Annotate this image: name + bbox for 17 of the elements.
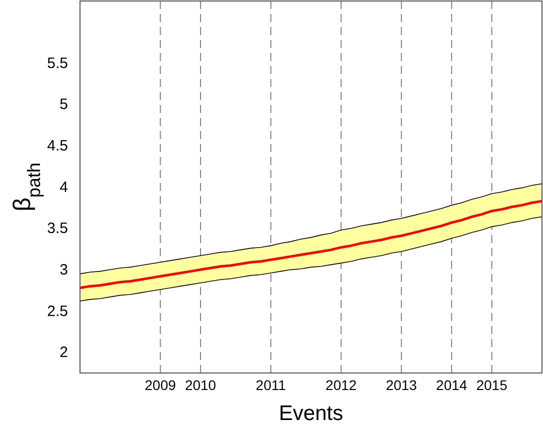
x-axis-title: Events (278, 402, 344, 425)
y-tick-label: 2 (60, 344, 68, 362)
y-tick-label: 3.5 (47, 220, 68, 238)
y-tick-label: 5 (60, 96, 68, 114)
x-tick-label: 2015 (476, 376, 508, 393)
x-tick-label: 2012 (326, 376, 357, 393)
x-tick-label: 2014 (436, 376, 468, 393)
x-tick-label: 2011 (256, 376, 286, 393)
y-tick-label: 2.5 (47, 302, 68, 320)
x-tick-label: 2009 (144, 376, 176, 393)
y-tick-label: 3 (60, 261, 68, 278)
y-tick-label: 4.5 (47, 137, 68, 154)
line-series (78, 200, 543, 290)
x-tick-label: 2010 (184, 376, 216, 393)
y-tick-label: 5.5 (47, 54, 68, 72)
x-tick-label: 2013 (386, 376, 418, 393)
y-tick-label: 4 (60, 178, 68, 196)
